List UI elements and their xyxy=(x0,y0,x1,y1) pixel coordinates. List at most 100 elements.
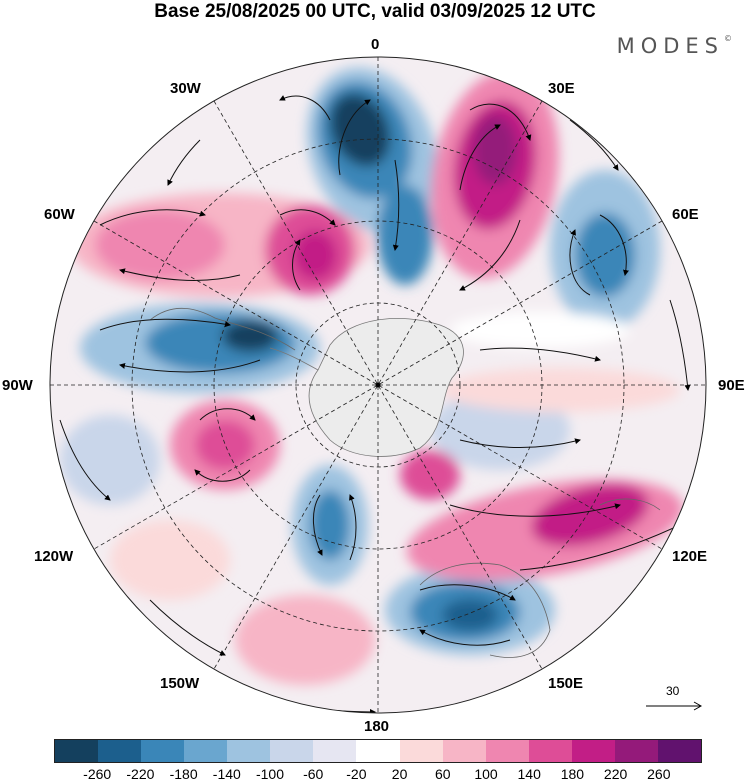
positive-anomaly-3-core xyxy=(293,230,337,280)
lon-label-180: 180 xyxy=(364,718,390,735)
streamline xyxy=(119,268,241,281)
positive-anomaly-8 xyxy=(110,520,230,600)
streamline xyxy=(167,139,201,186)
colorbar-tick-label: -60 xyxy=(303,766,324,782)
streamline xyxy=(419,629,511,646)
streamline xyxy=(569,229,591,296)
lon-label-150w: 150W xyxy=(160,675,200,692)
lon-label-150e: 150E xyxy=(548,675,584,692)
colorbar-tick-label: -180 xyxy=(169,766,198,782)
colorbar-segment xyxy=(184,740,228,762)
positive-anomaly-4-core xyxy=(195,420,255,470)
colorbar-segment xyxy=(528,740,572,762)
positive-anomaly-9 xyxy=(440,368,680,412)
colorbar-tick-label: -260 xyxy=(83,766,112,782)
meridian-60e-120w xyxy=(93,220,663,550)
antarctica-landmass xyxy=(308,318,464,457)
negative-anomaly-1-center xyxy=(329,93,391,167)
colorbar-tick-label: 220 xyxy=(603,766,628,782)
map-border xyxy=(49,56,707,714)
streamline xyxy=(519,519,691,571)
lon-label-30e: 30E xyxy=(548,80,575,97)
graticule xyxy=(50,57,706,713)
lon-label-60w: 60W xyxy=(44,206,75,223)
streamline xyxy=(449,503,621,517)
lon-label-120e: 120E xyxy=(672,548,708,565)
modes-logo: MODES© xyxy=(617,34,732,58)
meridian-30e-150w xyxy=(213,100,543,670)
streamline xyxy=(199,408,256,421)
colorbar-segment xyxy=(141,740,185,762)
map-disk xyxy=(50,57,706,713)
meridian-60w-120e xyxy=(93,220,663,550)
streamline xyxy=(569,119,619,171)
colorbar-tick-label: 260 xyxy=(647,766,671,782)
streamline xyxy=(312,494,323,556)
colorbar-segment xyxy=(227,740,271,762)
colorbar-ticks: -260 -220 -180 -140 -100 -60 -20 20 60 100 140 180 2… xyxy=(0,766,750,783)
streamline xyxy=(99,318,231,331)
streamline xyxy=(599,214,629,276)
colorbar-segment xyxy=(98,740,142,762)
colorbar-segment xyxy=(485,740,529,762)
streamline xyxy=(194,469,251,482)
colorbar-tick-label: -100 xyxy=(255,766,285,782)
negative-anomaly-5-core xyxy=(310,490,350,560)
negative-anomaly-2 xyxy=(377,185,433,285)
negative-anomaly-8 xyxy=(60,415,160,505)
anomaly-field xyxy=(60,67,684,685)
negative-anomaly-3-center xyxy=(222,320,278,352)
colorbar-tick-label: 20 xyxy=(391,766,408,782)
streamline xyxy=(99,209,206,226)
colorbar-tick-label: -220 xyxy=(126,766,155,782)
negative-anomaly-6-center xyxy=(442,599,498,631)
streamline xyxy=(392,159,400,251)
lon-label-120w: 120W xyxy=(34,548,74,565)
streamline xyxy=(479,347,601,362)
streamline xyxy=(279,95,331,121)
south-america-coast xyxy=(149,307,296,351)
colorbar-tick-label: 180 xyxy=(560,766,585,782)
streamline xyxy=(459,219,521,291)
streamline xyxy=(459,438,581,448)
copyright-mark: © xyxy=(724,34,732,43)
lon-label-60e: 60E xyxy=(672,206,699,223)
antarctic-peninsula xyxy=(269,347,319,371)
lon-label-30w: 30W xyxy=(170,80,201,97)
colorbar-segment xyxy=(313,740,357,762)
positive-anomaly-1-center xyxy=(473,115,517,185)
colorbar-tick-label: -140 xyxy=(212,766,241,782)
lon-label-90e: 90E xyxy=(718,377,745,394)
chart-title: Base 25/08/2025 00 UTC, valid 03/09/2025… xyxy=(154,1,596,22)
reference-vector: 30 xyxy=(644,684,704,714)
negative-anomaly-4-core xyxy=(575,213,635,297)
colorbar xyxy=(54,739,702,763)
streamline xyxy=(459,124,501,191)
positive-anomaly-2-core xyxy=(95,210,225,280)
coastline-fragment xyxy=(599,498,661,511)
streamline xyxy=(349,494,357,561)
colorbar-segment xyxy=(614,740,658,762)
meridian-30w-150e xyxy=(213,100,543,670)
streamline xyxy=(419,584,516,601)
australia-coast xyxy=(419,562,551,658)
colorbar-segment xyxy=(356,740,400,762)
south-pole-marker xyxy=(375,382,381,388)
colorbar-segment xyxy=(657,740,701,762)
lon-label-0: 0 xyxy=(371,36,380,53)
colorbar-tick-label: 60 xyxy=(435,766,451,782)
streamline xyxy=(149,599,226,656)
streamline xyxy=(338,99,371,176)
colorbar-segment xyxy=(571,740,615,762)
streamline xyxy=(669,299,691,391)
colorbar-segment xyxy=(270,740,314,762)
reference-vector-value: 30 xyxy=(666,684,680,698)
brand-name: MODES xyxy=(616,34,724,58)
streamline xyxy=(469,103,532,141)
reference-arrow-icon xyxy=(646,701,703,711)
colorbar-tick-label: 100 xyxy=(474,766,498,782)
streamline xyxy=(279,209,336,226)
colorbar-tick-label: 140 xyxy=(517,766,541,782)
streamline xyxy=(292,239,301,291)
colorbar-segment xyxy=(399,740,443,762)
